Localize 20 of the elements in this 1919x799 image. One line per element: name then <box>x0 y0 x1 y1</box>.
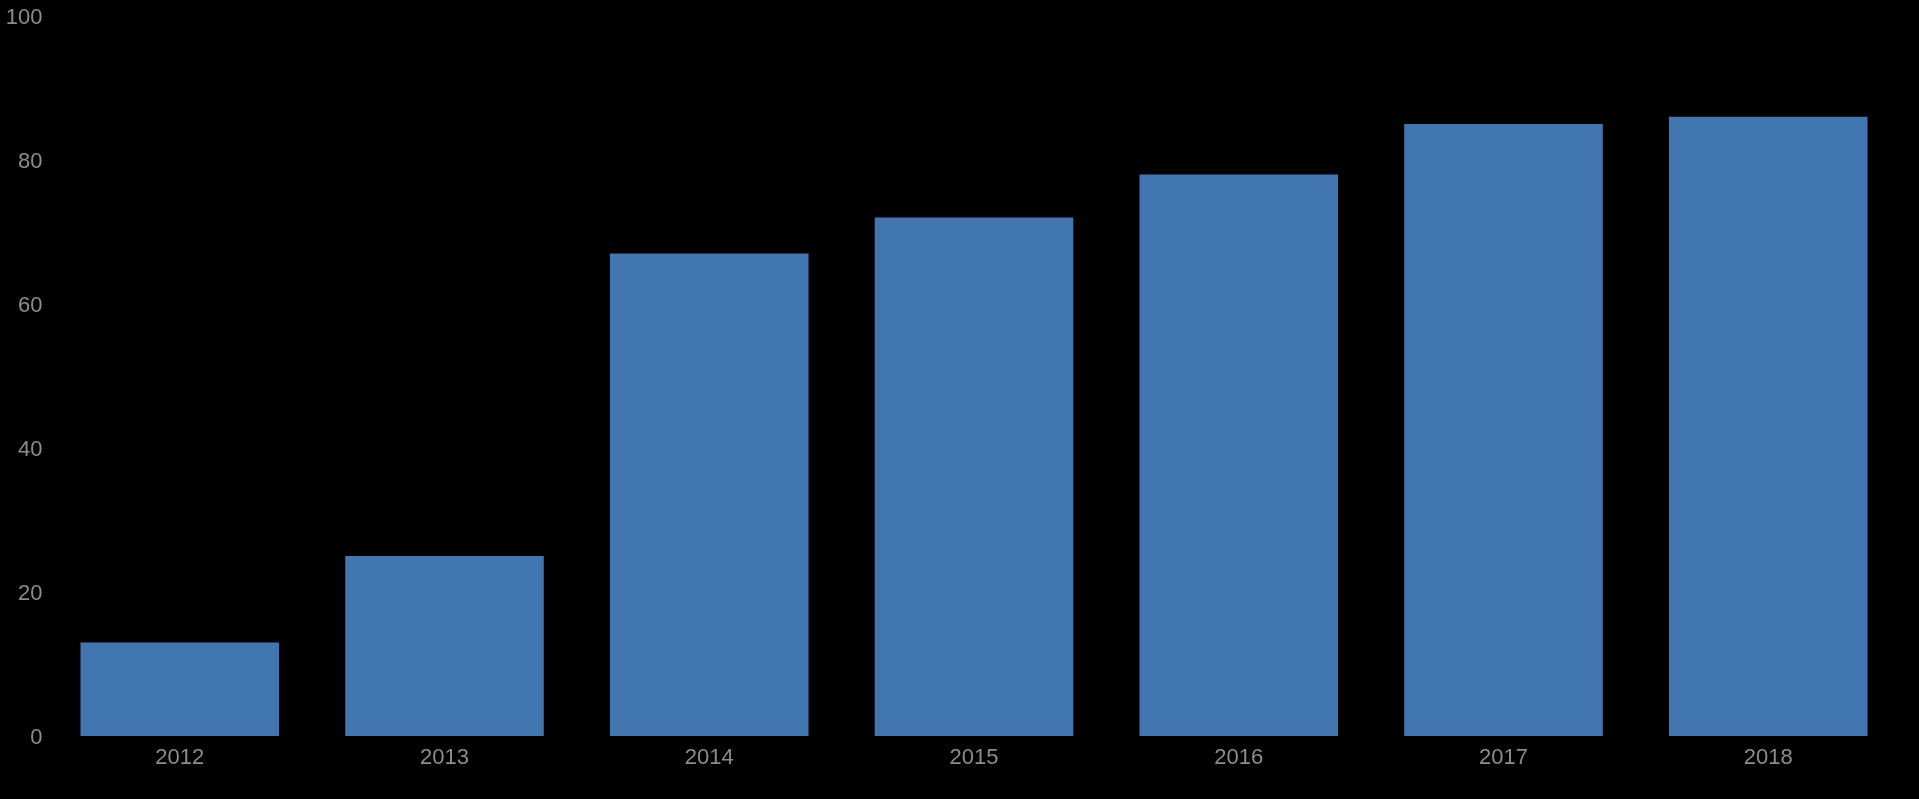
y-tick-label: 40 <box>18 435 43 461</box>
bar <box>1139 174 1339 736</box>
bar <box>1668 116 1868 736</box>
y-tick-label: 60 <box>18 291 43 317</box>
y-tick-label: 20 <box>18 579 43 605</box>
bar <box>1404 124 1603 736</box>
x-tick-label: 2014 <box>684 743 734 769</box>
y-tick-label: 80 <box>18 147 43 173</box>
y-tick-label: 100 <box>5 3 43 29</box>
x-tick-label: 2016 <box>1214 743 1264 769</box>
x-tick-label: 2018 <box>1743 743 1793 769</box>
x-tick-label: 2017 <box>1479 743 1528 769</box>
bar <box>345 556 544 736</box>
x-tick-label: 2015 <box>949 743 999 769</box>
bar <box>874 217 1074 736</box>
x-tick-label: 2012 <box>155 743 205 769</box>
bar <box>80 642 280 736</box>
x-tick-label: 2013 <box>420 743 469 769</box>
bar <box>609 253 809 736</box>
y-tick-label: 0 <box>30 723 43 749</box>
